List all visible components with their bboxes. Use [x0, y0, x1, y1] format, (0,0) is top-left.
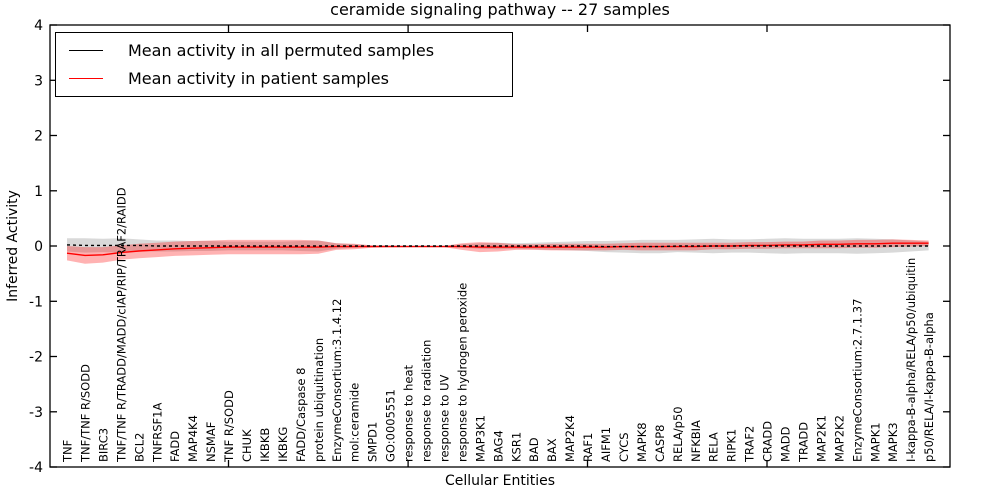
x-tick-label: response to UV	[437, 374, 451, 462]
x-tick-label: KSR1	[509, 432, 523, 462]
x-tick-label: MAP4K4	[186, 415, 200, 462]
x-tick-label: TNFRSF1A	[150, 403, 164, 463]
y-axis-label: Inferred Activity	[5, 190, 21, 302]
x-tick-label: MAPK8	[635, 422, 649, 462]
x-tick-label: RIPK1	[725, 429, 739, 462]
x-tick-label: TNF R/SODD	[222, 390, 236, 463]
x-tick-label: MAP3K1	[473, 415, 487, 462]
x-tick-label: TNF	[61, 440, 75, 463]
x-tick-label: MADD	[779, 426, 793, 462]
x-tick-label: BCL2	[132, 433, 146, 462]
x-tick-label: MAPK1	[868, 422, 882, 462]
x-tick-label: TRADD	[796, 422, 810, 463]
x-tick-label: AIFM1	[599, 427, 613, 462]
y-tick-label: 2	[34, 129, 43, 145]
x-tick-label: CRADD	[761, 421, 775, 462]
x-tick-label: IKBKG	[276, 427, 290, 462]
x-tick-label: EnzymeConsortium:2.7.1.37	[850, 299, 864, 462]
x-tick-label: MAPK3	[886, 422, 900, 462]
x-tick-label: RELA/p50	[671, 406, 685, 462]
chart-title: ceramide signaling pathway -- 27 samples	[330, 0, 670, 19]
x-tick-label: response to hydrogen peroxide	[455, 283, 469, 462]
y-tick-label: -3	[29, 405, 43, 421]
x-tick-label: FADD/Caspase 8	[294, 368, 308, 462]
x-tick-label: RAF1	[581, 433, 595, 462]
y-tick-label: 3	[34, 73, 43, 89]
y-tick-label: -2	[29, 350, 43, 366]
legend-item-permuted: Mean activity in all permuted samples	[56, 41, 512, 60]
x-tick-label: FADD	[168, 431, 182, 462]
x-tick-label: SMPD1	[366, 422, 380, 462]
legend: Mean activity in all permuted samples Me…	[55, 32, 513, 97]
legend-line-permuted-icon	[69, 50, 103, 52]
x-tick-label: p50/RELA/I-kappa-B-alpha	[922, 312, 936, 462]
x-tick-label: BAD	[527, 437, 541, 462]
x-tick-label: NFKBIA	[689, 420, 703, 462]
x-tick-label: TNF/TNF R/TRADD/MADD/cIAP/RIP/TRAF2/RAID…	[114, 187, 128, 463]
y-tick-label: 0	[34, 239, 43, 255]
legend-label-permuted: Mean activity in all permuted samples	[128, 41, 435, 61]
x-tick-label: mol:ceramide	[348, 383, 362, 462]
line-patient	[66, 242, 929, 257]
x-tick-label: TRAF2	[743, 426, 757, 463]
y-tick-label: -1	[29, 294, 43, 310]
y-tick-label: 1	[34, 184, 43, 200]
x-tick-label: BAG4	[491, 430, 505, 462]
x-tick-label: CYCS	[617, 432, 631, 462]
x-axis-label: Cellular Entities	[444, 473, 556, 489]
x-tick-label: I-kappa-B-alpha/RELA/p50/ubiquitin	[904, 258, 918, 462]
x-tick-label: MAP2K1	[814, 415, 828, 462]
legend-label-patient: Mean activity in patient samples	[128, 68, 389, 88]
x-tick-label: RELA	[707, 432, 721, 462]
y-tick-label: -4	[29, 460, 43, 476]
x-tick-label: MAP2K4	[563, 415, 577, 462]
x-tick-label: NSMAF	[204, 422, 218, 462]
x-tick-label: CHUK	[240, 429, 254, 462]
x-tick-label: BAX	[545, 438, 559, 462]
band-permuted	[67, 238, 929, 254]
y-tick-label: 4	[34, 18, 43, 34]
x-tick-label: MAP2K2	[832, 415, 846, 462]
x-tick-label: BIRC3	[96, 428, 110, 462]
x-tick-label: IKBKB	[258, 428, 272, 462]
legend-line-patient-icon	[69, 77, 103, 79]
x-tick-label: GO:0005551	[384, 389, 398, 462]
x-tick-label: protein ubiquitination	[312, 338, 326, 462]
x-tick-label: EnzymeConsortium:3.1.4.12	[330, 299, 344, 462]
legend-item-patient: Mean activity in patient samples	[56, 69, 512, 88]
x-tick-label: CASP8	[653, 425, 667, 462]
x-tick-label: TNF/TNF R/SODD	[79, 364, 93, 463]
x-tick-label: response to radiation	[420, 340, 434, 462]
x-tick-label: response to heat	[402, 365, 416, 462]
